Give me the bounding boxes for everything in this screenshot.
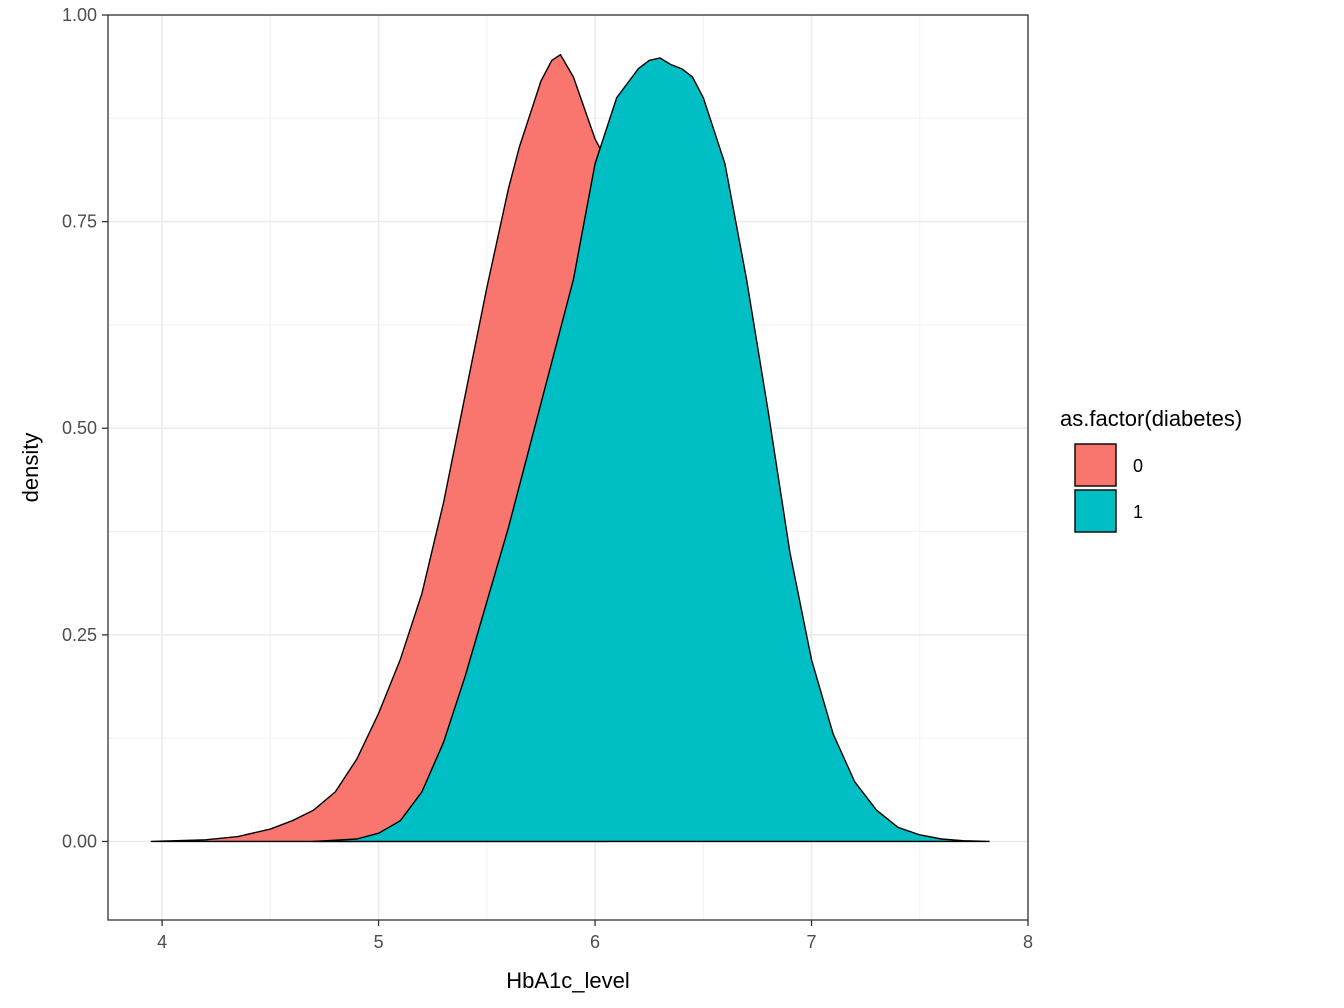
y-tick-label: 0.25 <box>62 625 97 645</box>
legend-title: as.factor(diabetes) <box>1060 406 1242 431</box>
legend-key-0 <box>1074 443 1117 487</box>
y-tick-label: 0.75 <box>62 212 97 232</box>
panel-border <box>107 14 1029 921</box>
density-areas <box>150 53 990 843</box>
x-tick-label: 8 <box>1023 932 1033 952</box>
y-tick-label: 1.00 <box>62 5 97 25</box>
y-tick-label: 0.00 <box>62 831 97 851</box>
legend-label-1: 1 <box>1133 502 1143 522</box>
legend-label-0: 0 <box>1133 456 1143 476</box>
y-axis-title: density <box>18 433 43 503</box>
legend-key-1 <box>1074 489 1117 533</box>
x-tick-label: 5 <box>374 932 384 952</box>
y-tick-label: 0.50 <box>62 418 97 438</box>
x-tick-label: 7 <box>807 932 817 952</box>
x-axis: 4 5 6 7 8 <box>157 920 1033 952</box>
y-axis: 0.00 0.25 0.50 0.75 1.00 <box>62 5 108 851</box>
legend: as.factor(diabetes) 0 1 <box>1060 406 1242 533</box>
density-area-series-1 <box>312 57 990 843</box>
x-axis-title: HbA1c_level <box>506 968 630 993</box>
x-tick-label: 4 <box>157 932 167 952</box>
x-tick-label: 6 <box>590 932 600 952</box>
